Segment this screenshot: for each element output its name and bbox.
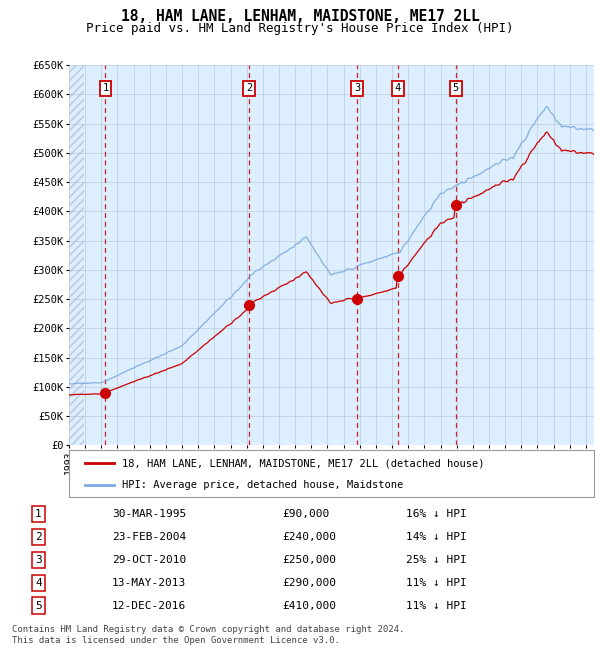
Text: 11% ↓ HPI: 11% ↓ HPI [406,578,467,588]
Text: 5: 5 [453,83,459,94]
Text: 18, HAM LANE, LENHAM, MAIDSTONE, ME17 2LL (detached house): 18, HAM LANE, LENHAM, MAIDSTONE, ME17 2L… [121,458,484,468]
Text: 30-MAR-1995: 30-MAR-1995 [112,509,186,519]
Text: £240,000: £240,000 [283,532,337,542]
Text: 11% ↓ HPI: 11% ↓ HPI [406,601,467,610]
Text: 3: 3 [354,83,360,94]
Text: 25% ↓ HPI: 25% ↓ HPI [406,555,467,565]
Text: £250,000: £250,000 [283,555,337,565]
Text: Contains HM Land Registry data © Crown copyright and database right 2024.
This d: Contains HM Land Registry data © Crown c… [12,625,404,645]
Text: 5: 5 [35,601,42,610]
Text: 3: 3 [35,555,42,565]
Text: 14% ↓ HPI: 14% ↓ HPI [406,532,467,542]
Text: 13-MAY-2013: 13-MAY-2013 [112,578,186,588]
Text: £410,000: £410,000 [283,601,337,610]
Text: 1: 1 [35,509,42,519]
Text: HPI: Average price, detached house, Maidstone: HPI: Average price, detached house, Maid… [121,480,403,489]
Text: Price paid vs. HM Land Registry's House Price Index (HPI): Price paid vs. HM Land Registry's House … [86,22,514,35]
Text: 16% ↓ HPI: 16% ↓ HPI [406,509,467,519]
Text: 29-OCT-2010: 29-OCT-2010 [112,555,186,565]
Text: 4: 4 [395,83,401,94]
Text: 18, HAM LANE, LENHAM, MAIDSTONE, ME17 2LL: 18, HAM LANE, LENHAM, MAIDSTONE, ME17 2L… [121,9,479,24]
Text: 23-FEB-2004: 23-FEB-2004 [112,532,186,542]
Text: 2: 2 [35,532,42,542]
Text: £90,000: £90,000 [283,509,329,519]
Text: 12-DEC-2016: 12-DEC-2016 [112,601,186,610]
Text: 2: 2 [246,83,252,94]
Text: 4: 4 [35,578,42,588]
Text: £290,000: £290,000 [283,578,337,588]
Text: 1: 1 [102,83,109,94]
